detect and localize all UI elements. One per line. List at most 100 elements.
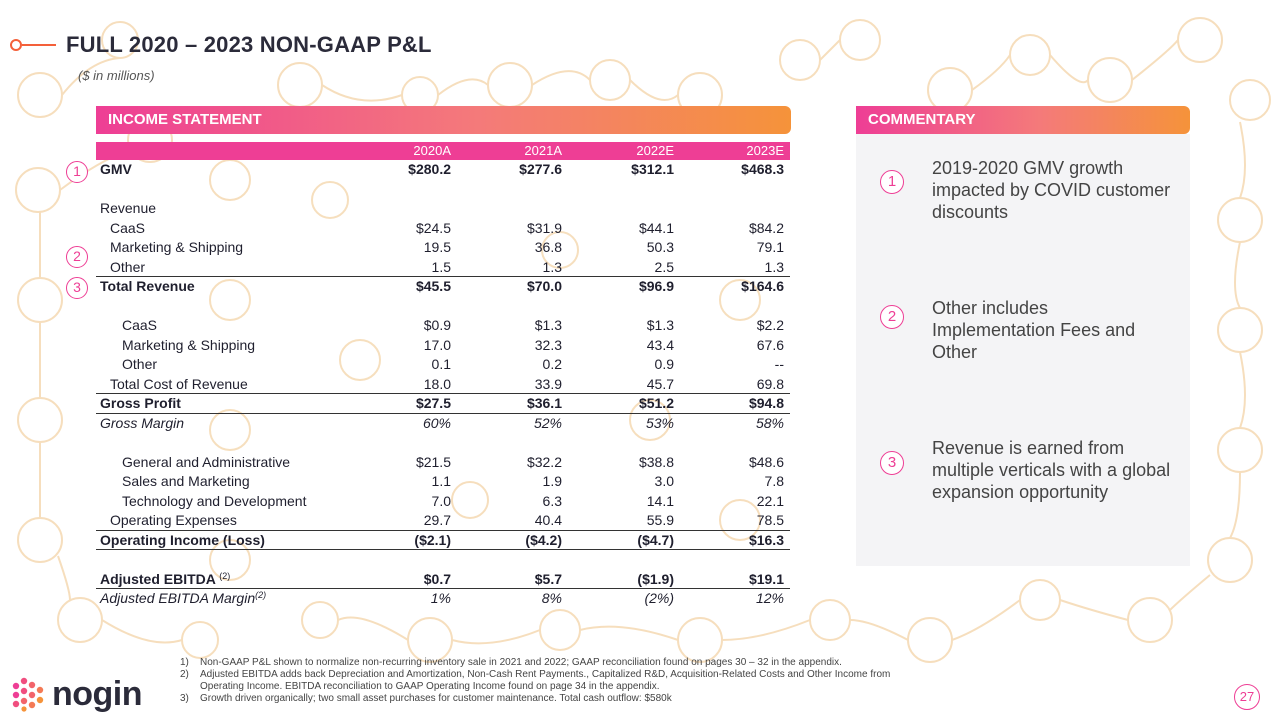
cell-value: 14.1	[646, 492, 674, 509]
cell-value: 18.0	[423, 375, 451, 392]
logo-text: nogin	[52, 675, 143, 713]
footnote-1: 1) Non-GAAP P&L shown to normalize non-re…	[180, 657, 920, 669]
commentary-banner: COMMENTARY	[856, 106, 1190, 134]
cell-value: 8%	[541, 590, 562, 606]
cell-value: 58%	[755, 414, 784, 431]
row-label: Technology and Development	[122, 492, 307, 509]
row-label: Other	[110, 258, 146, 275]
cell-value: 2.5	[654, 258, 674, 275]
table-row-cost-marketing-shipping: Marketing & Shipping 17.0 32.3 43.4 67.6	[96, 336, 790, 356]
table-row-revenue-other: Other 1.5 1.3 2.5 1.3	[96, 258, 790, 277]
cell-value: $468.3	[741, 161, 784, 177]
cell-value: $2.2	[756, 317, 784, 333]
footnote-text: Non-GAAP P&L shown to normalize non-recu…	[200, 657, 842, 668]
cell-value: 40.4	[534, 512, 562, 528]
footnote-text: Growth driven organically; two small ass…	[200, 693, 672, 704]
row-label: Gross Margin	[100, 414, 185, 431]
cell-value: --	[774, 356, 784, 372]
table-row-revenue-caas: CaaS $24.5 $31.9 $44.1 $84.2	[96, 219, 790, 239]
cell-value: 0.1	[431, 356, 451, 372]
row-label: Adjusted EBITDA (2)	[100, 570, 230, 590]
cell-value: $5.7	[534, 570, 562, 587]
cell-value: 6.3	[542, 492, 562, 509]
cell-value: 12%	[755, 590, 784, 606]
table-row-operating-income: Operating Income (Loss) ($2.1) ($4.2) ($…	[96, 531, 790, 550]
table-row-total-revenue: Total Revenue $45.5 $70.0 $96.9 $164.6	[96, 277, 790, 297]
cell-value: $27.5	[415, 395, 451, 411]
cell-value: 19.5	[423, 239, 451, 255]
row-label: CaaS	[110, 219, 146, 236]
cell-value: $36.1	[526, 395, 562, 411]
row-label: Total Revenue	[100, 278, 195, 294]
cell-value: $277.6	[519, 161, 562, 177]
cell-value: $96.9	[638, 278, 674, 294]
footnote-number: 2)	[180, 669, 189, 680]
units-note: ($ in millions)	[78, 68, 155, 83]
cell-value: 3.0	[654, 473, 674, 489]
row-label: CaaS	[122, 317, 158, 333]
cell-value: $32.2	[526, 453, 562, 470]
cell-value: ($2.1)	[414, 531, 451, 548]
row-label: Other	[122, 356, 158, 372]
row-label: Operating Expenses	[110, 512, 237, 528]
table-row-spacer	[96, 180, 790, 200]
cell-value: ($1.9)	[637, 570, 674, 587]
commentary-item-1: 2019-2020 GMV growth impacted by COVID c…	[932, 158, 1171, 222]
logo-dots-icon	[12, 677, 44, 712]
row-label: Adjusted EBITDA Margin(2)	[100, 589, 266, 609]
cell-value: $1.3	[534, 317, 562, 333]
table-row-adjusted-ebitda-margin: Adjusted EBITDA Margin(2) 1% 8% (2%) 12%	[96, 589, 790, 609]
cell-value: ($4.2)	[525, 531, 562, 548]
cell-value: 36.8	[534, 239, 562, 255]
row-label-text: Adjusted EBITDA	[100, 570, 216, 587]
table-row-general-administrative: General and Administrative $21.5 $32.2 $…	[96, 453, 790, 473]
footnotes: 1) Non-GAAP P&L shown to normalize non-re…	[180, 657, 920, 705]
page-number: 27	[1234, 684, 1260, 710]
cell-value: $164.6	[741, 278, 784, 294]
row-label-text: Adjusted EBITDA Margin	[100, 590, 256, 606]
cell-value: 45.7	[646, 375, 674, 392]
table-row-spacer	[96, 297, 790, 317]
cell-value: 32.3	[534, 336, 562, 353]
cell-value: $280.2	[408, 161, 451, 177]
table-row-revenue-marketing-shipping: Marketing & Shipping 19.5 36.8 50.3 79.1	[96, 238, 790, 258]
footnote-number: 3)	[180, 693, 189, 704]
cell-value: 50.3	[646, 239, 674, 255]
footnote-text: Adjusted EBITDA adds back Depreciation a…	[200, 669, 891, 692]
cell-value: 60%	[422, 414, 451, 431]
cell-value: $94.8	[748, 395, 784, 411]
cell-value: $1.3	[646, 317, 674, 333]
cell-value: $44.1	[638, 219, 674, 236]
cell-value: $16.3	[748, 531, 784, 548]
cell-value: ($4.7)	[637, 531, 674, 548]
row-label: Marketing & Shipping	[110, 239, 244, 255]
commentary-marker-1: 1	[880, 170, 904, 194]
cell-value: (2%)	[644, 590, 674, 606]
table-row-total-cost-of-revenue: Total Cost of Revenue 18.0 33.9 45.7 69.…	[96, 375, 790, 394]
cell-value: $31.9	[526, 219, 562, 236]
cell-value: 1.3	[764, 258, 784, 275]
table-row-revenue-heading: Revenue	[96, 199, 790, 219]
cell-value: 78.5	[756, 512, 784, 528]
cell-value: $45.5	[415, 278, 451, 294]
cell-value: 1%	[430, 590, 451, 606]
table-row-gross-margin: Gross Margin 60% 52% 53% 58%	[96, 414, 790, 434]
table-row-spacer	[96, 433, 790, 453]
row-label: Operating Income (Loss)	[100, 531, 265, 548]
table-marker-1: 1	[66, 161, 88, 183]
column-header: 2020A	[413, 143, 451, 158]
row-label: Sales and Marketing	[122, 473, 250, 489]
nogin-logo: nogin	[10, 675, 143, 713]
commentary-item-3: Revenue is earned from multiple vertical…	[932, 438, 1171, 502]
column-header: 2022E	[636, 143, 674, 158]
income-statement-table: 2020A 2021A 2022E 2023E GMV $280.2 $277.…	[96, 142, 790, 609]
cell-value: 29.7	[423, 512, 451, 528]
row-label: GMV	[100, 161, 132, 177]
cell-value: 1.1	[431, 473, 451, 489]
table-marker-3: 3	[66, 277, 88, 299]
table-row-cost-other: Other 0.1 0.2 0.9 --	[96, 355, 790, 375]
commentary-panel	[856, 134, 1190, 566]
cell-value: 1.9	[542, 473, 562, 489]
cell-value: 7.8	[764, 473, 784, 489]
